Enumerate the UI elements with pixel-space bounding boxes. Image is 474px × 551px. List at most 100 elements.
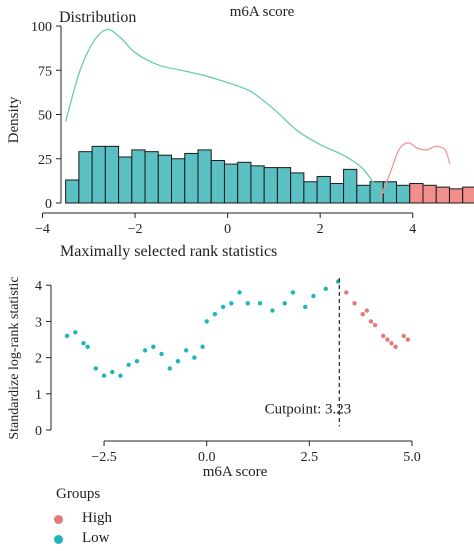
rank-point-low [270,308,275,313]
rank-x-tick-label: −2.5 [91,450,116,465]
histogram-bar-low [290,172,305,204]
rank-point-low [237,290,242,295]
histogram-bar-low [91,145,106,204]
histogram-bar-low [78,151,93,204]
distribution-x-tick-label: 2 [317,222,324,237]
histogram-bar-low [356,184,371,204]
histogram-bar-low [276,167,292,204]
histogram-bar-low [343,168,358,204]
distribution-y-tick-label: 100 [31,20,52,35]
histogram-bar-low [118,156,133,204]
rank-point-low [257,301,263,306]
histogram-bar-low [237,161,252,204]
rank-point-low [311,293,316,299]
rank-point-low [167,366,172,371]
rank-point-low [81,340,86,346]
rank-point-low [200,344,205,349]
histogram-bar-low [316,175,331,204]
histogram-bar-low [250,165,265,204]
rank-point-high [401,333,406,339]
legend-low-label: Low [82,530,110,546]
legend-high-label: High [82,510,112,526]
rank-point-low [118,373,123,378]
histogram-bar-low [131,149,146,204]
distribution-chart: Distribution m6A score Density 0 25 50 75 10… [6,4,474,237]
rank-point-low [93,366,99,371]
rank-point-low [245,301,250,306]
histogram-bar-low [223,163,239,204]
rank-x-tick-label: 5.0 [403,450,421,465]
rank-point-low [142,348,148,353]
rank-point-low [183,348,189,353]
rank-point-low [126,362,131,368]
rank-point-low [101,373,107,378]
rank-point-low [134,359,140,364]
histogram-bar-low [171,158,186,204]
rank-point-high [364,308,370,313]
rank-axes: 0 1 2 3 4 −2.5 0.0 2.5 5.0 [35,279,421,465]
rank-y-tick-label: 4 [35,279,42,294]
histogram-bar-high [448,188,464,204]
histogram-bar-high [462,186,474,204]
rank-x-axis-label: m6A score [203,464,268,480]
distribution-y-axis-label: Density [6,96,22,143]
distribution-y-tick-label: 25 [38,153,52,168]
distribution-axes: 0 25 50 75 100 −4 −2 0 2 4 [31,20,416,237]
rank-y-tick-label: 0 [35,424,42,439]
histogram-bar-low [197,149,212,204]
distribution-y-tick-label: 0 [45,197,52,212]
density-curve-low [65,28,391,199]
rank-point-low [220,304,226,310]
histogram-bar-low [329,183,345,204]
rank-point-high [389,340,394,346]
rank-point-low [192,355,197,360]
rank-point-low [73,330,78,335]
rank-x-tick-label: 0.0 [198,450,216,465]
density-curve-high [379,142,451,198]
histogram-bar-low [184,152,199,204]
rank-point-low [64,333,70,339]
rank-point-low [303,304,308,310]
distribution-y-tick-label: 75 [38,64,52,79]
distribution-bars [65,145,474,204]
distribution-x-tick-label: 4 [409,222,416,237]
rank-point-high [360,311,365,317]
rank-point-low [282,301,287,306]
rank-point-high [393,344,398,349]
rank-point-low [323,286,328,292]
rank-y-tick-label: 3 [35,315,42,330]
rank-point-low [204,319,209,324]
histogram-bar-low [369,181,384,204]
histogram-bar-low [263,167,278,204]
rank-y-tick-label: 1 [35,388,42,403]
distribution-x-tick-label: 0 [224,222,231,237]
histogram-bar-low [104,145,120,204]
rank-point-high [344,290,349,295]
rank-point-low [159,351,164,357]
rank-point-low [85,344,90,349]
rank-y-axis-label: Standardize log-rank statistic [7,276,22,439]
distribution-title: Distribution [59,9,136,26]
rank-point-high [405,337,411,342]
rank-point-high [381,333,386,339]
histogram-bar-low [157,154,173,204]
histogram-bar-low [303,181,318,204]
rank-point-low [212,311,218,317]
distribution-x-tick-label: −2 [128,222,143,237]
rank-point-low [175,359,181,364]
legend: Groups High Low [40,486,240,548]
legend-low-marker [54,535,63,544]
cutpoint-label: Cutpoint: 3.23 [265,402,352,418]
rank-point-low [229,301,234,306]
rank-point-low [110,369,115,375]
histogram-bar-low [65,179,80,204]
rank-y-tick-label: 2 [35,352,42,367]
rank-point-high [352,301,357,306]
distribution-density-curves [65,28,451,199]
rank-point-low [151,344,156,349]
legend-high-marker [54,515,63,524]
rank-point-low [290,290,296,295]
rank-title: Maximally selected rank statistics [60,243,277,260]
distribution-subtitle: m6A score [230,4,295,20]
rank-point-high [372,322,378,328]
